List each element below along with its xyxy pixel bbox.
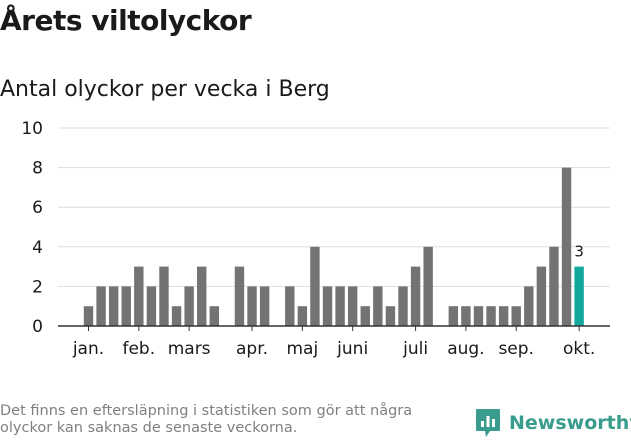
bar: [498, 306, 509, 326]
bar: [83, 306, 94, 326]
bar: [410, 266, 421, 326]
bar: [322, 286, 333, 326]
x-tick-label: maj: [287, 339, 319, 359]
bar: [134, 266, 144, 326]
bar: [285, 286, 295, 326]
bar: [398, 286, 408, 326]
bar-highlight: [574, 266, 584, 326]
bar: [310, 246, 320, 326]
bar: [347, 286, 358, 326]
bar: [247, 286, 257, 326]
bar: [335, 286, 345, 326]
chart-subtitle: Antal olyckor per vecka i Berg: [0, 77, 330, 102]
bar: [486, 306, 496, 326]
bar: [423, 246, 433, 326]
bar: [209, 306, 219, 326]
bar: [146, 286, 157, 326]
bar: [461, 306, 471, 326]
highlight-value-label: 3: [574, 243, 584, 261]
y-tick-label: 2: [32, 277, 43, 297]
bar: [184, 286, 194, 326]
x-tick-label: jan.: [72, 339, 104, 359]
x-tick-label: apr.: [236, 339, 268, 359]
bar: [511, 306, 521, 326]
x-axis: jan. feb. mars apr. maj juni juli aug. sep. okt.: [58, 325, 610, 359]
bar: [159, 266, 169, 326]
newsworthy-logo-icon: [476, 409, 500, 437]
brand-logo: Newsworthy: [475, 406, 631, 440]
bar: [385, 306, 396, 326]
bar: [96, 286, 106, 326]
x-tick-label: feb.: [122, 339, 155, 359]
bar: [108, 286, 119, 326]
bars: 3: [83, 167, 584, 326]
bar: [121, 286, 131, 326]
bar: [360, 306, 370, 326]
bar: [473, 306, 484, 326]
bar: [536, 266, 547, 326]
x-tick-label: sep.: [498, 339, 534, 359]
bar: [197, 266, 207, 326]
y-tick-label: 8: [32, 159, 43, 179]
footnote: Det finns en eftersläpning i statistiken…: [0, 403, 413, 436]
brand-name: Newsworthy: [509, 412, 631, 434]
x-tick-label: okt.: [563, 339, 595, 359]
bar: [259, 286, 270, 326]
y-tick-label: 4: [32, 238, 43, 258]
grid-lines: [58, 127, 610, 287]
bar: [524, 286, 534, 326]
bar: [171, 306, 182, 326]
x-tick-label: juni: [336, 339, 368, 359]
chart-title: Årets viltolyckor: [0, 4, 252, 37]
bar: [561, 167, 572, 326]
y-tick-label: 0: [32, 317, 43, 337]
bar-chart: 0 2 4 6 8 10 3 jan. feb. mars apr. maj juni juli aug…: [21, 119, 610, 359]
y-tick-label: 6: [32, 198, 43, 218]
bar: [549, 246, 559, 326]
x-tick-label: mars: [168, 339, 211, 359]
bar: [448, 306, 459, 326]
y-axis-ticks: 0 2 4 6 8 10: [21, 119, 43, 337]
bar: [373, 286, 383, 326]
bar: [234, 266, 245, 326]
x-tick-label: aug.: [447, 339, 484, 359]
x-tick-label: juli: [402, 339, 428, 359]
bar: [297, 306, 308, 326]
y-tick-label: 10: [21, 119, 43, 139]
